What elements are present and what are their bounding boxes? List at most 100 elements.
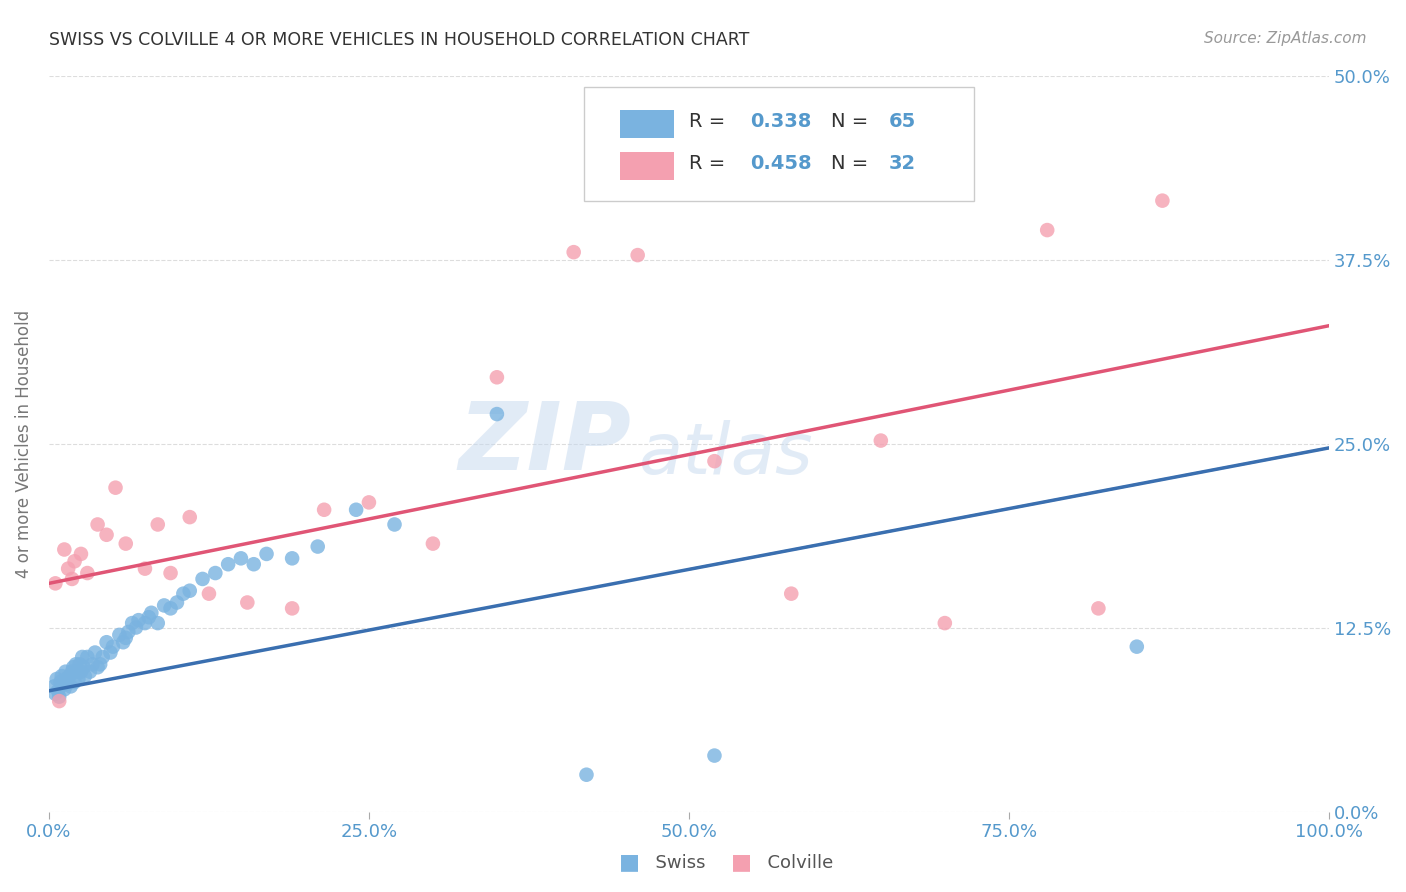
- Point: [314, 502, 336, 516]
- FancyBboxPatch shape: [620, 110, 673, 138]
- Point: [104, 481, 127, 495]
- Point: [44, 576, 66, 591]
- Point: [114, 536, 136, 550]
- Point: [86, 517, 108, 532]
- Point: [166, 595, 188, 609]
- Text: R =: R =: [689, 154, 731, 173]
- Point: [96, 528, 118, 542]
- Point: [141, 606, 163, 620]
- Point: [191, 572, 214, 586]
- Point: [703, 454, 725, 468]
- Point: [55, 665, 77, 679]
- Point: [86, 660, 108, 674]
- Point: [42, 680, 65, 694]
- Point: [422, 536, 444, 550]
- Text: 0.338: 0.338: [751, 112, 811, 131]
- Point: [344, 502, 367, 516]
- Point: [52, 678, 75, 692]
- Point: [58, 669, 80, 683]
- Point: [65, 657, 87, 672]
- Point: [229, 551, 252, 566]
- Point: [63, 675, 86, 690]
- Point: [56, 676, 79, 690]
- Point: [91, 649, 114, 664]
- Point: [89, 657, 111, 672]
- Point: [53, 542, 76, 557]
- Point: [56, 561, 79, 575]
- Point: [1036, 223, 1059, 237]
- Point: [307, 540, 329, 554]
- Point: [384, 517, 406, 532]
- Point: [242, 558, 264, 572]
- Point: [101, 640, 124, 654]
- Text: SWISS VS COLVILLE 4 OR MORE VEHICLES IN HOUSEHOLD CORRELATION CHART: SWISS VS COLVILLE 4 OR MORE VEHICLES IN …: [49, 31, 749, 49]
- Point: [70, 665, 93, 679]
- Point: [562, 245, 585, 260]
- Point: [84, 646, 107, 660]
- Point: [51, 669, 73, 683]
- Point: [60, 665, 83, 679]
- Point: [48, 690, 70, 704]
- Point: [56, 672, 79, 686]
- Text: 32: 32: [889, 154, 915, 173]
- Text: N =: N =: [831, 154, 875, 173]
- Text: Colville: Colville: [756, 855, 834, 872]
- Point: [703, 748, 725, 763]
- Point: [63, 554, 86, 568]
- Point: [1087, 601, 1109, 615]
- Point: [49, 675, 72, 690]
- Text: ZIP: ZIP: [458, 398, 631, 490]
- Point: [76, 566, 98, 580]
- Point: [217, 558, 239, 572]
- Point: [146, 616, 169, 631]
- Point: [780, 587, 803, 601]
- Point: [138, 610, 160, 624]
- Point: [627, 248, 650, 262]
- Text: atlas: atlas: [638, 420, 813, 489]
- Point: [60, 572, 83, 586]
- Point: [485, 370, 508, 384]
- Point: [159, 566, 181, 580]
- Point: [108, 628, 131, 642]
- Point: [869, 434, 891, 448]
- FancyBboxPatch shape: [583, 87, 974, 201]
- Point: [79, 665, 101, 679]
- Point: [44, 687, 66, 701]
- Text: Source: ZipAtlas.com: Source: ZipAtlas.com: [1204, 31, 1367, 46]
- Point: [96, 635, 118, 649]
- Point: [172, 587, 194, 601]
- Point: [114, 631, 136, 645]
- Point: [204, 566, 226, 580]
- Point: [128, 613, 150, 627]
- Point: [134, 561, 156, 575]
- Point: [117, 624, 139, 639]
- Point: [134, 616, 156, 631]
- Text: 65: 65: [889, 112, 915, 131]
- Text: R =: R =: [689, 112, 731, 131]
- Point: [112, 635, 135, 649]
- Text: ■: ■: [731, 853, 752, 872]
- Point: [73, 669, 96, 683]
- Point: [179, 510, 201, 524]
- Point: [1126, 640, 1149, 654]
- Point: [146, 517, 169, 532]
- Point: [934, 616, 956, 631]
- Point: [357, 495, 380, 509]
- Point: [70, 547, 93, 561]
- Point: [179, 583, 201, 598]
- Point: [82, 657, 104, 672]
- Point: [1152, 194, 1174, 208]
- Point: [198, 587, 221, 601]
- Point: [153, 599, 176, 613]
- Point: [67, 672, 90, 686]
- Point: [100, 646, 122, 660]
- Point: [575, 768, 598, 782]
- Point: [70, 649, 93, 664]
- Point: [59, 680, 82, 694]
- FancyBboxPatch shape: [620, 152, 673, 180]
- Point: [281, 551, 304, 566]
- Point: [45, 672, 67, 686]
- Text: 0.458: 0.458: [751, 154, 811, 173]
- Point: [76, 649, 98, 664]
- Point: [485, 407, 508, 421]
